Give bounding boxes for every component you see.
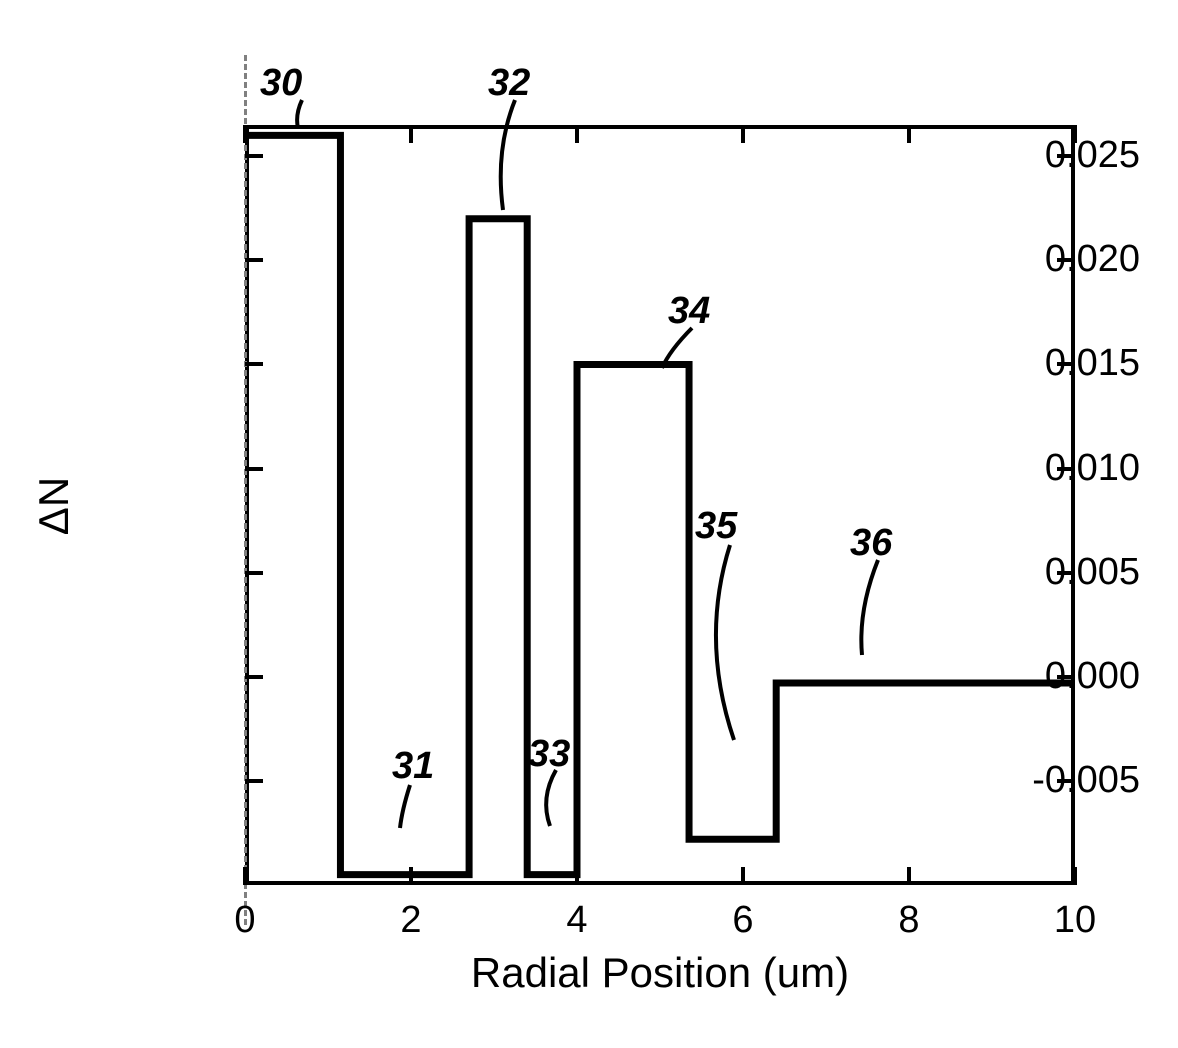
annotation-label-30: 30 xyxy=(260,62,302,105)
annotation-label-35: 35 xyxy=(695,505,737,548)
chart-container: -0.0050.0000.0050.0100.0150.0200.025 024… xyxy=(40,40,1140,1020)
annotation-label-32: 32 xyxy=(488,62,530,105)
annotation-label-33: 33 xyxy=(528,733,570,776)
annotation-label-34: 34 xyxy=(668,290,710,333)
annotation-label-36: 36 xyxy=(850,522,892,565)
annotation-leaders xyxy=(40,40,1140,1020)
annotation-label-31: 31 xyxy=(392,745,434,788)
